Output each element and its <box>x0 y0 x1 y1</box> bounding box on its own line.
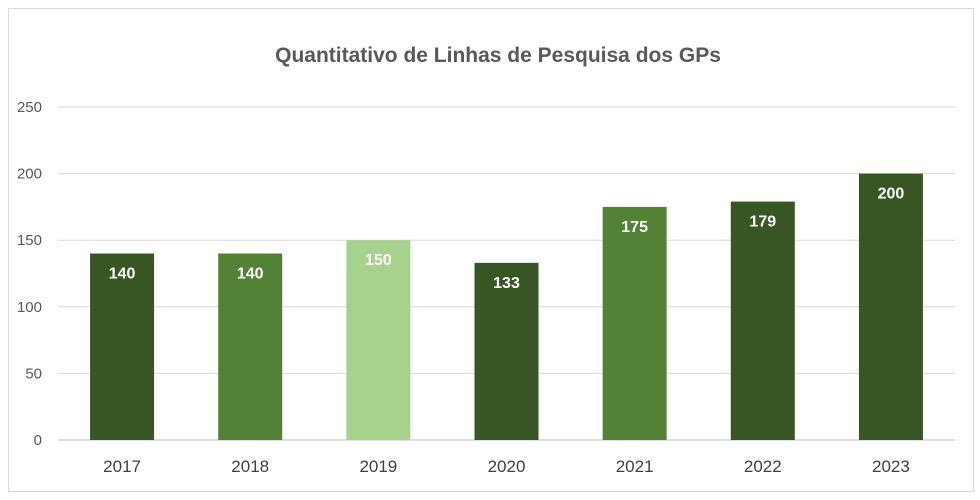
bar <box>602 206 667 440</box>
x-tick-label: 2020 <box>488 457 526 476</box>
x-tick-label: 2023 <box>872 457 910 476</box>
x-axis: 2017 2018 2019 2020 2021 2022 2023 <box>103 457 910 476</box>
x-tick-label: 2017 <box>103 457 141 476</box>
data-label: 140 <box>237 266 264 283</box>
data-label: 140 <box>109 266 136 283</box>
chart-title: Quantitativo de Linhas de Pesquisa dos G… <box>275 44 721 67</box>
y-tick-label: 200 <box>17 166 42 183</box>
y-axis: 0 50 100 150 200 250 <box>17 99 42 449</box>
x-tick-label: 2021 <box>616 457 654 476</box>
y-tick-label: 250 <box>17 99 42 116</box>
data-label: 200 <box>878 186 905 203</box>
y-tick-label: 50 <box>25 365 42 382</box>
y-tick-label: 100 <box>17 299 42 316</box>
bars <box>90 173 923 440</box>
y-tick-label: 0 <box>34 432 42 449</box>
bar <box>858 173 923 440</box>
data-labels: 140 140 150 133 175 179 200 <box>109 186 905 292</box>
bar <box>730 201 795 440</box>
x-tick-label: 2019 <box>359 457 397 476</box>
data-label: 179 <box>749 214 776 231</box>
data-label: 150 <box>365 252 392 269</box>
data-label: 175 <box>621 219 648 236</box>
bar <box>90 253 155 440</box>
bar <box>218 253 283 440</box>
y-tick-label: 150 <box>17 232 42 249</box>
data-label: 133 <box>493 275 520 292</box>
bar <box>346 240 411 440</box>
x-tick-label: 2022 <box>744 457 782 476</box>
x-tick-label: 2018 <box>231 457 269 476</box>
bar <box>474 262 539 440</box>
